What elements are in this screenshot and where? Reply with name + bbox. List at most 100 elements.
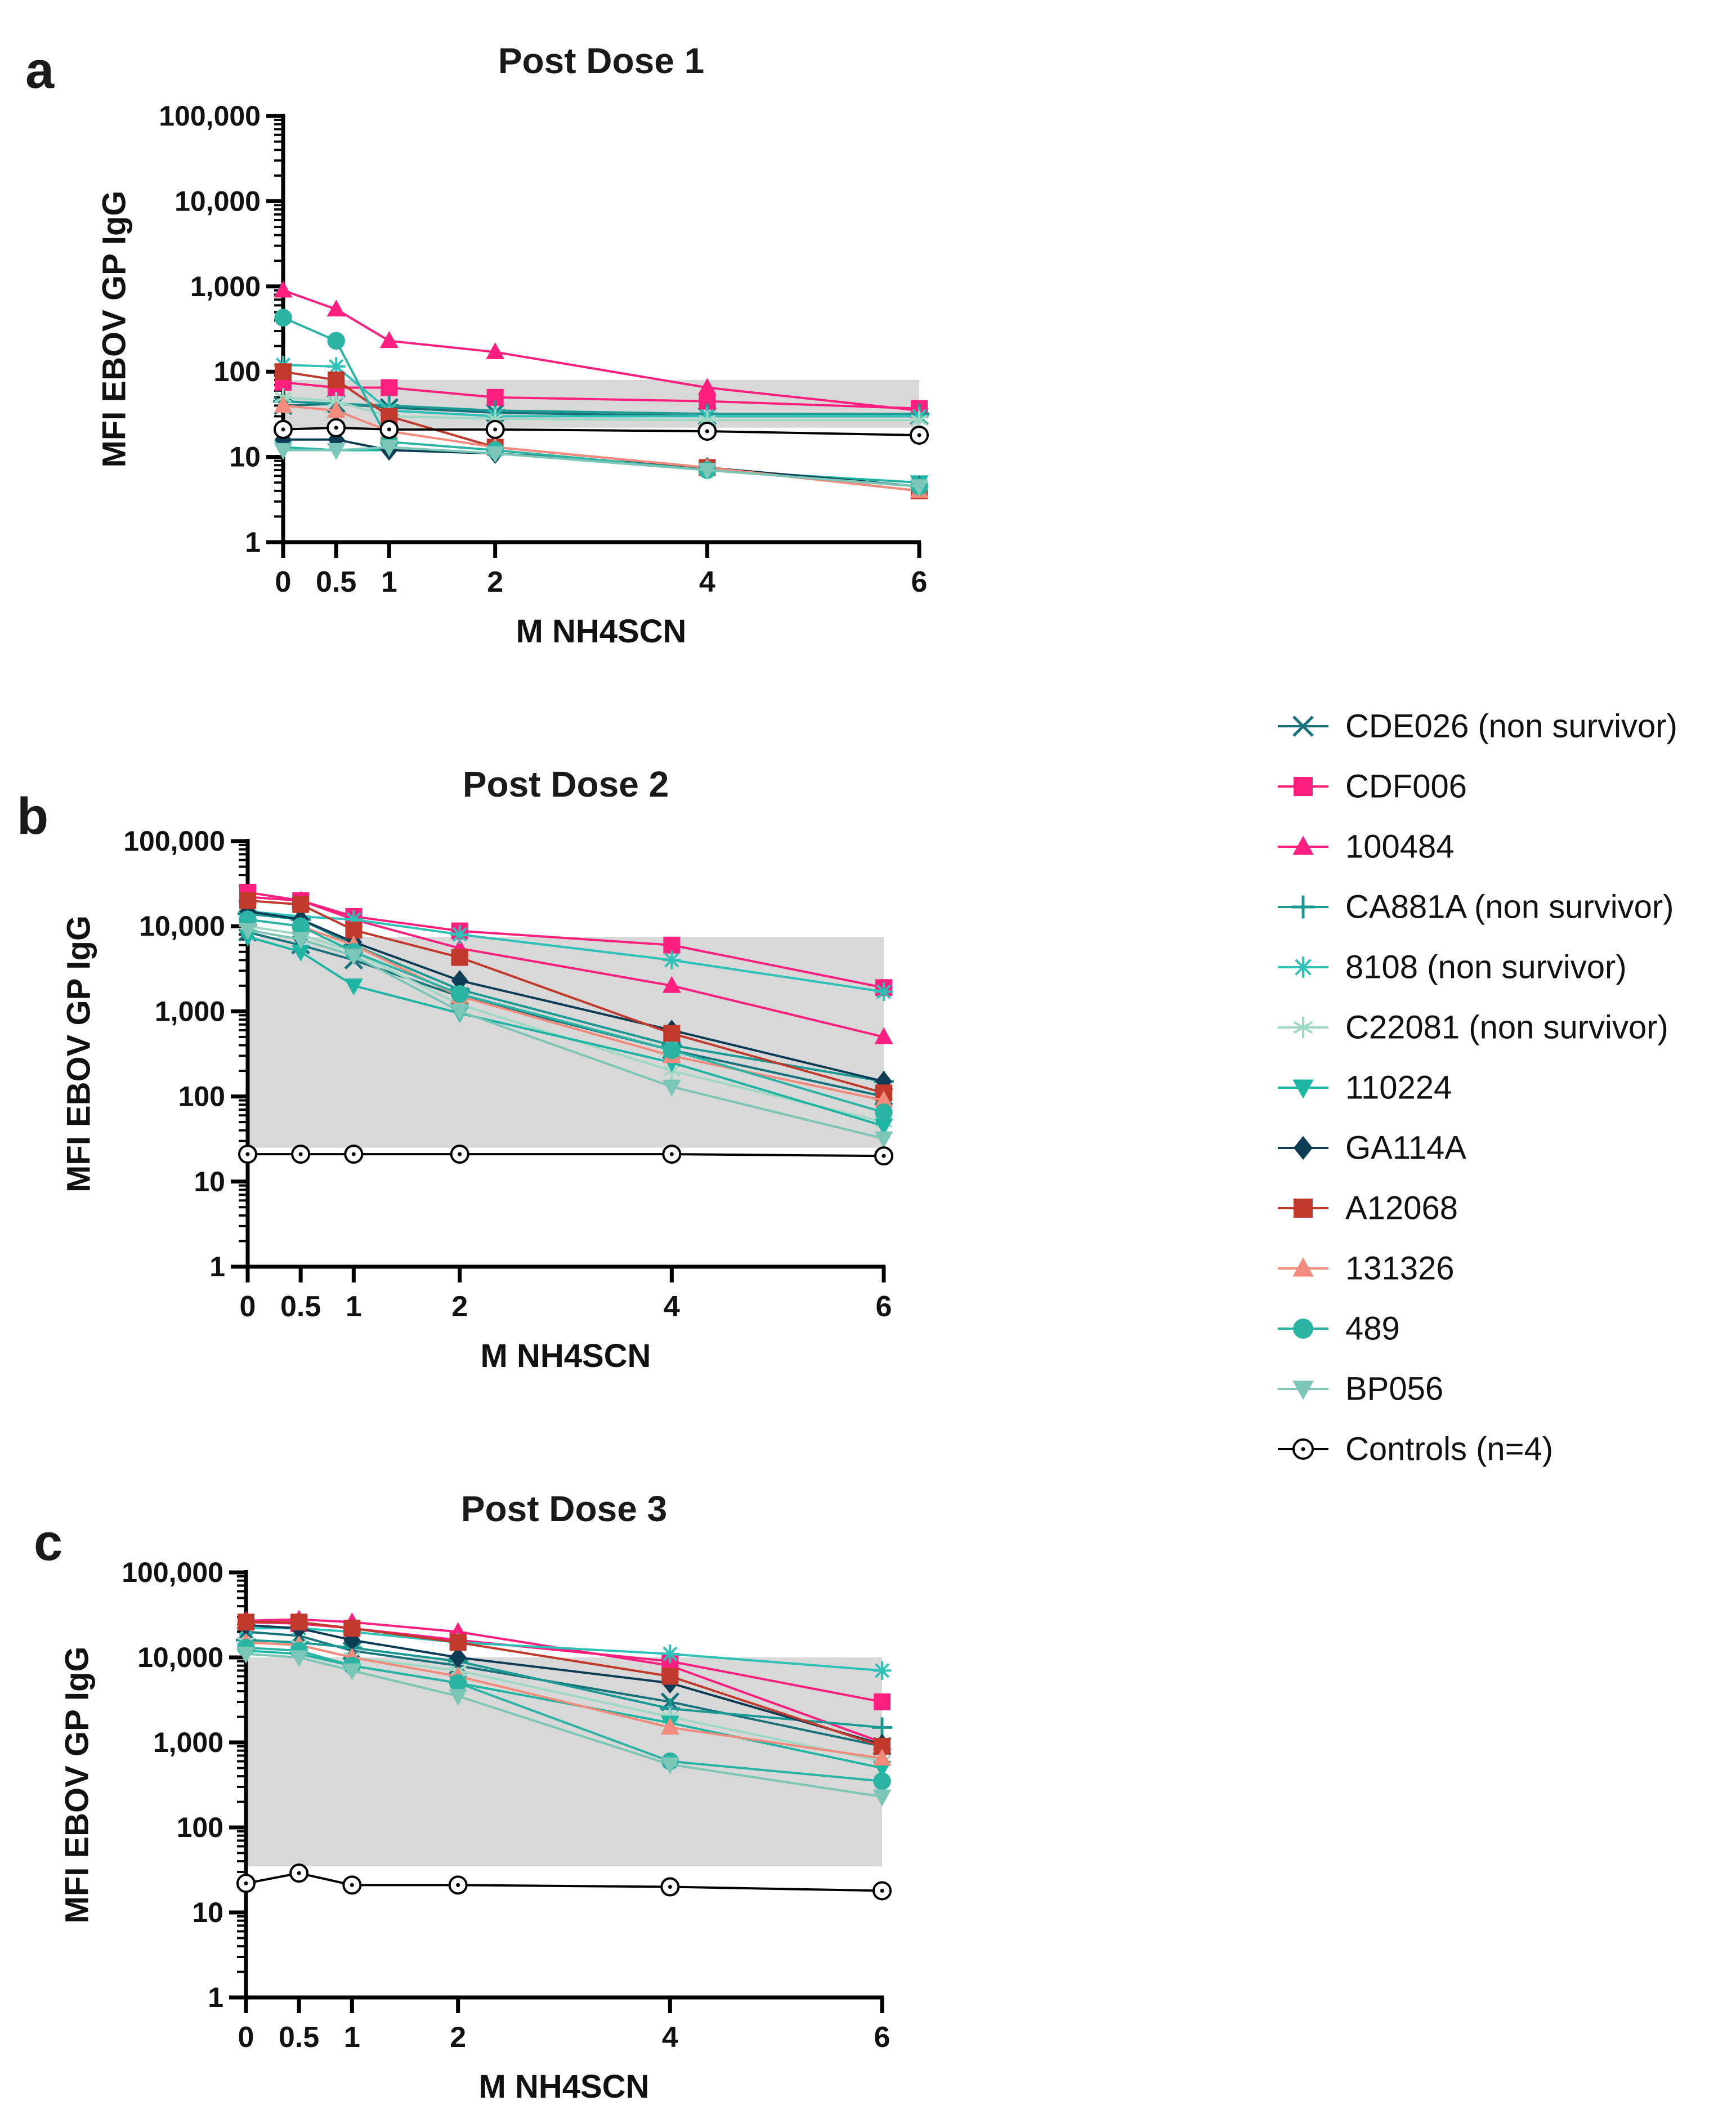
x-tick-label: 1	[381, 566, 397, 598]
x-tick-label: 1	[344, 2021, 360, 2054]
series-line	[283, 446, 920, 488]
data-point	[292, 917, 310, 935]
series-line	[247, 929, 884, 1140]
data-point	[450, 1145, 469, 1164]
data-point	[451, 949, 468, 966]
series-line	[283, 381, 920, 410]
series-controls-n-4	[274, 418, 929, 445]
chart-title: Post Dose 2	[463, 764, 669, 804]
series-line	[283, 289, 920, 412]
legend-item: 489	[1278, 1311, 1400, 1347]
data-point	[874, 1119, 893, 1136]
x-tick-label: 0	[240, 1290, 256, 1323]
data-point	[290, 1614, 308, 1631]
chart-panel-c: c Post Dose 3 1 10 100 1,000 10,000 100,000 0 0.5…	[34, 1489, 892, 2105]
data-point	[874, 1090, 893, 1108]
x-axis-label: M NH4SCN	[516, 613, 687, 650]
data-point	[343, 1620, 361, 1637]
data-point	[326, 443, 346, 460]
legend-marker	[1294, 777, 1313, 796]
legend-marker	[1291, 895, 1315, 919]
legend-item: Controls (n=4)	[1278, 1431, 1553, 1468]
y-tick-label: 100	[178, 1081, 225, 1112]
data-point	[379, 419, 399, 439]
legend-item: CDF006	[1278, 768, 1467, 805]
series-line	[247, 899, 884, 1094]
data-point	[274, 443, 293, 460]
data-point	[344, 978, 363, 996]
chart-panel-b: b Post Dose 2 1 10 100 1,000 10,000 100,000 0 0.5…	[17, 764, 894, 1374]
data-point	[660, 1877, 680, 1897]
legend-marker	[1292, 1257, 1314, 1277]
data-point	[660, 1644, 679, 1664]
data-point	[873, 1789, 892, 1807]
legend-label: 489	[1345, 1311, 1400, 1347]
legend-marker	[1292, 1438, 1314, 1460]
data-point	[326, 357, 346, 376]
data-point	[236, 1646, 256, 1664]
series-line	[245, 1624, 883, 1746]
data-point	[663, 936, 681, 954]
data-point	[291, 932, 310, 949]
data-point	[450, 985, 469, 1003]
chart-panel-a: a Post Dose 1 1 10 100 1,000 10,000 100,000 0 0.5…	[25, 41, 929, 650]
legend-label: CA881A (non survivor)	[1345, 889, 1674, 926]
series-a12068	[238, 1614, 891, 1755]
data-point	[289, 1863, 309, 1883]
y-tick-label: 100,000	[159, 100, 261, 132]
series-ga114a	[275, 428, 928, 497]
series-line	[245, 1652, 883, 1798]
data-point	[697, 422, 717, 441]
data-point	[344, 910, 363, 929]
data-point	[379, 440, 399, 457]
data-point	[291, 944, 310, 962]
legend-marker	[1292, 835, 1314, 855]
legend-item: 8108 (non survivor)	[1278, 949, 1627, 986]
y-tick-label: 10,000	[175, 185, 261, 217]
series-line	[245, 1621, 883, 1703]
data-point	[344, 948, 363, 966]
x-tick-label: 6	[876, 1290, 892, 1323]
data-point	[661, 1668, 679, 1685]
data-point	[874, 982, 893, 1002]
legend-marker	[1293, 1319, 1313, 1339]
legend: CDE026 (non survivor) CDF006 100484 CA881A …	[1278, 708, 1677, 1468]
series-line	[245, 1630, 883, 1747]
x-tick-label: 4	[664, 1290, 680, 1323]
series-controls-n-4	[236, 1863, 892, 1901]
y-tick-label: 1,000	[190, 271, 261, 302]
x-tick-label: 0.5	[316, 566, 356, 598]
y-tick-label: 100,000	[123, 825, 225, 857]
legend-item: BP056	[1278, 1371, 1443, 1407]
data-point	[342, 1875, 362, 1895]
data-point	[874, 1131, 893, 1148]
data-point	[697, 378, 717, 395]
series-controls-n-4	[238, 1145, 893, 1166]
data-point	[910, 479, 929, 497]
y-tick-label: 1,000	[155, 995, 225, 1027]
data-point	[344, 1145, 364, 1164]
y-tick-label: 1,000	[153, 1727, 223, 1758]
data-point	[910, 425, 929, 445]
panel-label: a	[25, 42, 55, 99]
legend-item: 100484	[1278, 829, 1455, 865]
legend-label: C22081 (non survivor)	[1345, 1009, 1668, 1046]
data-point	[663, 1025, 681, 1042]
data-point	[328, 371, 345, 388]
x-tick-label: 4	[662, 2021, 678, 2054]
legend-marker	[1294, 1199, 1313, 1218]
data-point	[381, 379, 398, 396]
data-point	[874, 1027, 893, 1044]
y-axis-label: MFI EBOV GP IgG	[59, 1647, 96, 1924]
data-point	[379, 331, 399, 348]
series-line	[283, 396, 919, 422]
y-tick-label: 10,000	[139, 910, 225, 942]
y-tick-label: 1	[208, 1982, 223, 2013]
data-point	[485, 419, 505, 439]
y-tick-label: 1	[245, 526, 261, 558]
series-line	[245, 1618, 883, 1744]
data-point	[449, 1689, 468, 1706]
data-point	[449, 1647, 467, 1668]
data-point	[662, 1145, 682, 1164]
